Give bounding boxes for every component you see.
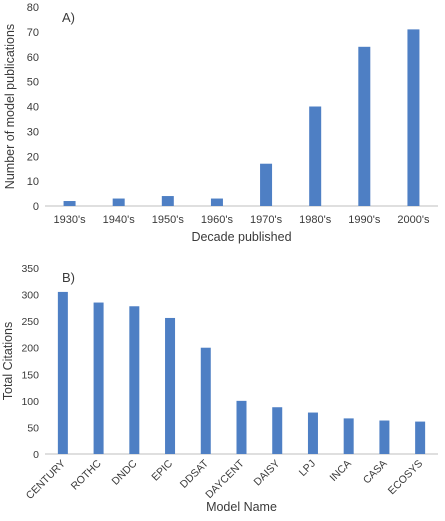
y-axis-label: Total Citations — [1, 322, 15, 401]
x-tick-label: DAYCENT — [203, 457, 247, 501]
panel-label: A) — [62, 10, 75, 25]
bar-7 — [307, 412, 318, 454]
y-tick-label: 80 — [27, 2, 39, 14]
y-tick-label: 350 — [21, 263, 39, 275]
chart-a: 0 10 20 30 40 50 60 70 80 1930's 1940's 1950's 1960'… — [3, 2, 438, 244]
x-tick-label: ECOSYS — [386, 458, 425, 497]
x-tick-label: 1980's — [299, 214, 332, 226]
bar-1 — [112, 198, 125, 206]
bar-7 — [407, 29, 420, 207]
y-tick-label: 10 — [27, 176, 39, 188]
x-axis-label: Decade published — [191, 230, 291, 244]
bar-3 — [210, 198, 223, 206]
bar-3 — [165, 317, 176, 454]
x-tick-label: DNDC — [109, 457, 139, 487]
bar-1 — [93, 302, 104, 454]
x-tick-label: 1990's — [348, 214, 381, 226]
y-tick-label: 0 — [33, 201, 39, 213]
x-tick-label: INCA — [328, 458, 354, 484]
x-tick-label: EPIC — [149, 457, 175, 483]
y-tick-label: 0 — [33, 449, 39, 461]
bar-8 — [343, 418, 354, 454]
y-tick-label: 300 — [21, 290, 39, 302]
bar-2 — [161, 196, 174, 206]
x-tick-label: 1940's — [103, 214, 136, 226]
bar-9 — [379, 420, 390, 454]
y-axis-label: Number of model publications — [3, 24, 17, 189]
x-tick-label: DDSAT — [178, 457, 212, 491]
bar-4 — [260, 163, 273, 206]
bar-4 — [200, 347, 211, 454]
y-tick-label: 60 — [27, 52, 39, 64]
x-tick-label: 1960's — [201, 214, 234, 226]
x-tick-label: CASA — [361, 458, 390, 487]
chart-b: 0 50 100 150 200 250 300 350 CENTURY ROTHC DNDC EPI… — [1, 263, 438, 514]
bar-2 — [129, 306, 140, 454]
x-tick-label: 1970's — [250, 214, 283, 226]
y-tick-label: 50 — [27, 77, 39, 89]
x-tick-label: 1930's — [54, 214, 87, 226]
x-tick-label: 2000's — [397, 214, 430, 226]
y-tick-label: 40 — [27, 102, 39, 114]
x-tick-label: 1950's — [152, 214, 185, 226]
x-tick-label: ROTHC — [69, 457, 104, 492]
y-tick-label: 30 — [27, 126, 39, 138]
x-tick-label: CENTURY — [24, 458, 68, 502]
y-tick-label: 150 — [21, 369, 39, 381]
y-tick-label: 50 — [27, 422, 39, 434]
bar-10 — [415, 421, 426, 454]
bar-5 — [236, 400, 247, 454]
bar-0 — [63, 201, 76, 206]
y-tick-label: 250 — [21, 316, 39, 328]
y-tick-label: 100 — [21, 396, 39, 408]
y-tick-label: 20 — [27, 151, 39, 163]
y-tick-label: 200 — [21, 343, 39, 355]
bar-6 — [358, 46, 371, 206]
x-tick-label: DAISY — [252, 458, 283, 489]
bar-6 — [272, 407, 283, 454]
bar-5 — [309, 106, 322, 206]
bar-0 — [57, 291, 68, 454]
panel-label: B) — [62, 270, 75, 285]
y-tick-label: 70 — [27, 27, 39, 39]
x-tick-label: LPJ — [297, 458, 318, 479]
x-axis-label: Model Name — [206, 500, 277, 514]
